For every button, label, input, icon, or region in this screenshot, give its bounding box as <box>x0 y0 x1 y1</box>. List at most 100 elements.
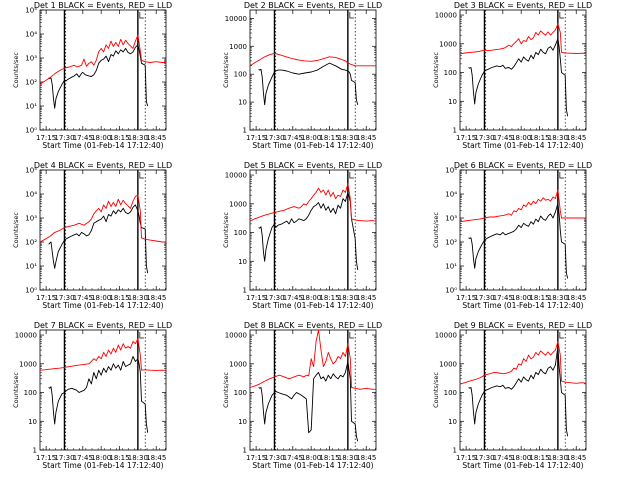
panel-title: Det 3 BLACK = Events, RED = LLD <box>454 1 592 10</box>
x-tick-label: 18:00 <box>301 134 321 142</box>
x-tick-label: 18:45 <box>356 454 376 462</box>
panel-title: Det 5 BLACK = Events, RED = LLD <box>244 161 382 170</box>
y-axis-label: Counts/sec <box>222 212 230 248</box>
x-axis-label: Start Time (01-Feb-14 17:12:40) <box>42 141 163 150</box>
x-tick-label: 17:30 <box>474 294 494 302</box>
x-tick-label: 17:45 <box>73 134 93 142</box>
interval-bracket <box>349 12 354 19</box>
y-tick-label: 1 <box>243 447 247 455</box>
panel-title: Det 2 BLACK = Events, RED = LLD <box>244 1 382 10</box>
x-tick-label: 18:45 <box>146 454 166 462</box>
x-tick-label: 17:45 <box>493 454 513 462</box>
interval-bracket <box>559 332 564 339</box>
x-tick-label: 18:15 <box>529 454 549 462</box>
y-axis-label: Counts/sec <box>222 52 230 88</box>
x-tick-label: 18:00 <box>301 294 321 302</box>
events-series-line <box>48 356 149 433</box>
detector-panel-1: Det 1 BLACK = Events, RED = LLD 10⁰ 10¹ 10²… <box>12 1 172 150</box>
x-tick-label: 17:45 <box>73 454 93 462</box>
x-tick-label: 17:15 <box>456 294 476 302</box>
y-tick-label: 10 <box>28 418 37 426</box>
y-tick-label: 10⁰ <box>25 127 37 135</box>
plot-frame <box>39 9 167 131</box>
y-tick-label: 1 <box>243 287 247 295</box>
interval-bracket <box>139 332 144 339</box>
x-tick-label: 18:45 <box>356 134 376 142</box>
x-tick-label: 17:15 <box>246 134 266 142</box>
x-tick-label: 17:15 <box>246 454 266 462</box>
y-tick-label: 1000 <box>229 360 247 368</box>
y-tick-label: 1 <box>453 127 457 135</box>
panel-title: Det 9 BLACK = Events, RED = LLD <box>454 321 592 330</box>
x-tick-label: 17:45 <box>283 134 303 142</box>
x-tick-label: 18:45 <box>356 294 376 302</box>
y-tick-label: 10000 <box>225 172 247 180</box>
x-axis-label: Start Time (01-Feb-14 17:12:40) <box>462 461 583 470</box>
x-tick-label: 18:30 <box>128 134 148 142</box>
y-tick-label: 10 <box>238 258 247 266</box>
x-axis-label: Start Time (01-Feb-14 17:12:40) <box>252 301 373 310</box>
y-axis-label: Counts/sec <box>222 372 230 408</box>
y-tick-label: 10⁵ <box>25 167 37 175</box>
x-tick-label: 17:45 <box>493 294 513 302</box>
y-tick-label: 10¹ <box>25 263 37 271</box>
detector-panel-2: Det 2 BLACK = Events, RED = LLD 1 10 100 100… <box>222 1 382 150</box>
x-tick-label: 17:30 <box>264 294 284 302</box>
events-series-line <box>48 44 149 109</box>
detector-panel-9: Det 9 BLACK = Events, RED = LLD 1 10 100 100… <box>432 321 592 470</box>
y-tick-label: 10² <box>445 239 457 247</box>
y-tick-label: 10² <box>25 239 37 247</box>
y-tick-label: 1 <box>243 127 247 135</box>
y-tick-label: 10³ <box>445 215 457 223</box>
y-tick-label: 1 <box>33 447 37 455</box>
y-axis-label: Counts/sec <box>432 372 440 408</box>
plot-frame <box>249 9 377 131</box>
events-series-line <box>48 204 149 274</box>
x-tick-label: 17:15 <box>36 454 56 462</box>
y-tick-label: 1000 <box>229 200 247 208</box>
x-tick-label: 18:15 <box>529 294 549 302</box>
y-tick-label: 1000 <box>229 43 247 51</box>
panel-title: Det 8 BLACK = Events, RED = LLD <box>244 321 382 330</box>
x-tick-label: 18:30 <box>548 454 568 462</box>
x-tick-label: 17:30 <box>264 134 284 142</box>
y-tick-label: 10⁰ <box>25 287 37 295</box>
interval-bracket <box>559 172 564 179</box>
x-tick-label: 18:15 <box>529 134 549 142</box>
x-tick-label: 17:15 <box>246 294 266 302</box>
x-tick-label: 18:00 <box>511 454 531 462</box>
y-tick-label: 10⁴ <box>445 191 457 199</box>
x-tick-label: 17:15 <box>36 294 56 302</box>
lld-series-line <box>249 329 376 390</box>
y-tick-label: 10³ <box>25 215 37 223</box>
x-tick-label: 17:30 <box>54 454 74 462</box>
events-series-line <box>258 62 359 106</box>
x-tick-label: 17:15 <box>456 454 476 462</box>
lld-series-line <box>459 23 587 55</box>
y-axis-label: Counts/sec <box>12 212 20 248</box>
plot-frame <box>459 9 587 131</box>
plot-frame <box>249 329 377 451</box>
y-tick-label: 10⁴ <box>25 191 37 199</box>
x-tick-label: 18:30 <box>338 454 358 462</box>
x-tick-label: 17:30 <box>264 454 284 462</box>
plot-frame <box>459 169 587 291</box>
events-series-line <box>468 203 569 279</box>
y-tick-label: 100 <box>234 229 247 237</box>
lld-series-line <box>459 340 587 385</box>
lld-series-line <box>39 194 166 243</box>
y-tick-label: 100 <box>24 389 37 397</box>
x-tick-label: 18:00 <box>91 454 111 462</box>
detector-panel-7: Det 7 BLACK = Events, RED = LLD 1 10 100 100… <box>12 321 172 470</box>
x-tick-label: 17:30 <box>54 294 74 302</box>
y-tick-label: 10⁴ <box>25 31 37 39</box>
y-tick-label: 100 <box>234 389 247 397</box>
interval-bracket <box>139 172 144 179</box>
x-tick-label: 18:00 <box>91 294 111 302</box>
x-tick-label: 18:30 <box>128 454 148 462</box>
plot-frame <box>249 169 377 291</box>
x-tick-label: 18:15 <box>109 454 129 462</box>
x-tick-label: 18:00 <box>511 294 531 302</box>
y-tick-label: 1000 <box>439 40 457 48</box>
